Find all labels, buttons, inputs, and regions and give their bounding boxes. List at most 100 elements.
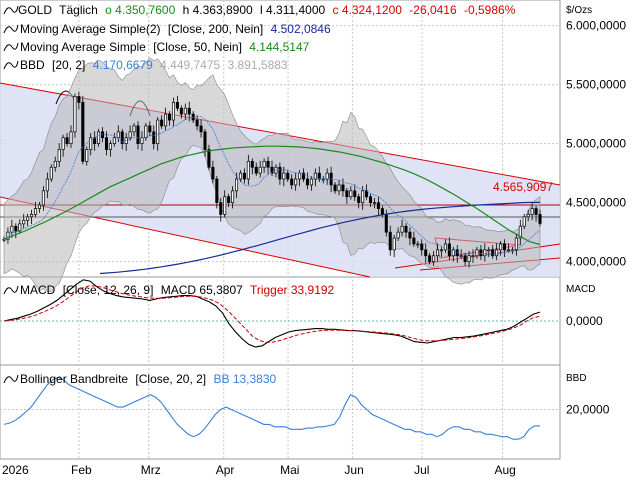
main-y-tick-label: 4.500,0000 <box>566 196 626 210</box>
candle <box>175 101 179 109</box>
ma50-legend-icon <box>3 42 19 52</box>
candle <box>412 237 416 245</box>
candle <box>132 125 136 133</box>
instrument-name: GOLD <box>18 3 52 17</box>
candle <box>487 249 491 252</box>
change-value: -26,0416 <box>409 3 457 17</box>
candle <box>439 249 443 252</box>
macd-label: MACD <box>20 283 56 297</box>
candle <box>365 190 369 198</box>
candle <box>408 231 412 239</box>
candle <box>302 172 306 180</box>
candle <box>380 208 384 215</box>
candle <box>250 160 254 168</box>
main-y-tick-label: 6.000,0000 <box>566 19 626 33</box>
candle <box>451 249 455 257</box>
x-axis-ticks: 2026 Feb Mrz Apr Mai Jun Jul Aug <box>2 463 516 477</box>
candle <box>242 172 246 180</box>
candle <box>191 113 195 121</box>
candle <box>357 196 361 203</box>
candle <box>73 96 77 133</box>
candle <box>207 149 211 168</box>
candle <box>93 137 97 144</box>
candle <box>10 225 14 233</box>
header-legend: GOLD Täglich o 4.350,7600 h 4.363,8900 l… <box>3 3 516 72</box>
bbw-label: Bollinger Bandbreite <box>20 372 128 386</box>
ma50-label: Moving Average Simple <box>20 40 146 54</box>
candle <box>455 249 459 257</box>
candle <box>420 243 424 251</box>
main-y-tick-label: 5.000,0000 <box>566 137 626 151</box>
candle <box>104 137 108 150</box>
bbd-mid-line <box>3 115 541 255</box>
candle <box>495 249 499 257</box>
candle <box>246 160 250 180</box>
candle <box>396 231 400 239</box>
ma50-value: 4.144,5147 <box>249 40 309 54</box>
x-tick-label: Mai <box>280 463 299 477</box>
candle <box>223 196 227 215</box>
candle <box>392 237 396 251</box>
candle <box>77 96 81 103</box>
candle <box>467 255 471 263</box>
candle <box>514 237 518 251</box>
candle <box>26 216 30 221</box>
candle <box>215 178 219 203</box>
candle <box>183 107 187 115</box>
bbd-label: BBD <box>20 58 45 72</box>
candle <box>325 172 329 180</box>
candle <box>337 184 341 192</box>
x-tick-label: 2026 <box>2 463 29 477</box>
macd-params: [Close, 12, 26, 9] <box>63 283 154 297</box>
macd-line <box>3 279 541 348</box>
candle <box>160 119 164 127</box>
candle <box>49 166 53 180</box>
candle <box>199 125 203 133</box>
candle <box>349 190 353 198</box>
candle <box>65 137 69 144</box>
candle <box>463 255 467 263</box>
bbd-legend-icon <box>3 60 19 70</box>
candle <box>416 243 420 246</box>
main-y-ticks: 6.000,0000 5.500,0000 5.000,0000 4.500,0000… <box>566 19 626 269</box>
candle <box>345 190 349 198</box>
candle <box>443 243 447 251</box>
candle <box>136 125 140 144</box>
candle <box>341 184 345 192</box>
ma200-params: [Close, 200, Nein] <box>168 22 263 36</box>
candle <box>30 214 34 218</box>
price-legend-icon <box>3 5 19 15</box>
candle <box>156 119 160 144</box>
candle <box>101 131 105 139</box>
candle <box>128 131 132 139</box>
candle <box>45 178 49 192</box>
x-tick-label: Aug <box>494 463 515 477</box>
candle <box>506 249 510 252</box>
candle <box>428 255 432 263</box>
candle <box>227 196 231 203</box>
candle <box>148 125 152 133</box>
candle <box>152 131 156 144</box>
candle <box>530 208 534 215</box>
candle <box>34 208 38 215</box>
candle <box>258 166 262 174</box>
x-tick-label: Jun <box>344 463 363 477</box>
macd-axis-title: MACD <box>566 284 595 295</box>
x-tick-label: Jul <box>414 463 429 477</box>
candle <box>353 190 357 198</box>
low-value: l 4.311,4000 <box>260 3 325 17</box>
legend-row-ma200: Moving Average Simple(2) [Close, 200, Ne… <box>20 22 331 36</box>
candle <box>37 204 41 209</box>
candle <box>388 231 392 251</box>
candle <box>317 172 321 180</box>
candle <box>369 196 373 203</box>
candle <box>231 190 235 203</box>
candle <box>534 208 538 215</box>
candle <box>97 131 101 144</box>
change-pct-value: -0,5986% <box>464 3 516 17</box>
close-value: c 4.324,1200 <box>333 3 403 17</box>
candle <box>81 101 85 162</box>
ma200-legend-icon <box>3 24 19 34</box>
ma200-line <box>99 201 540 275</box>
main-y-tick-label: 4.000,0000 <box>566 255 626 269</box>
